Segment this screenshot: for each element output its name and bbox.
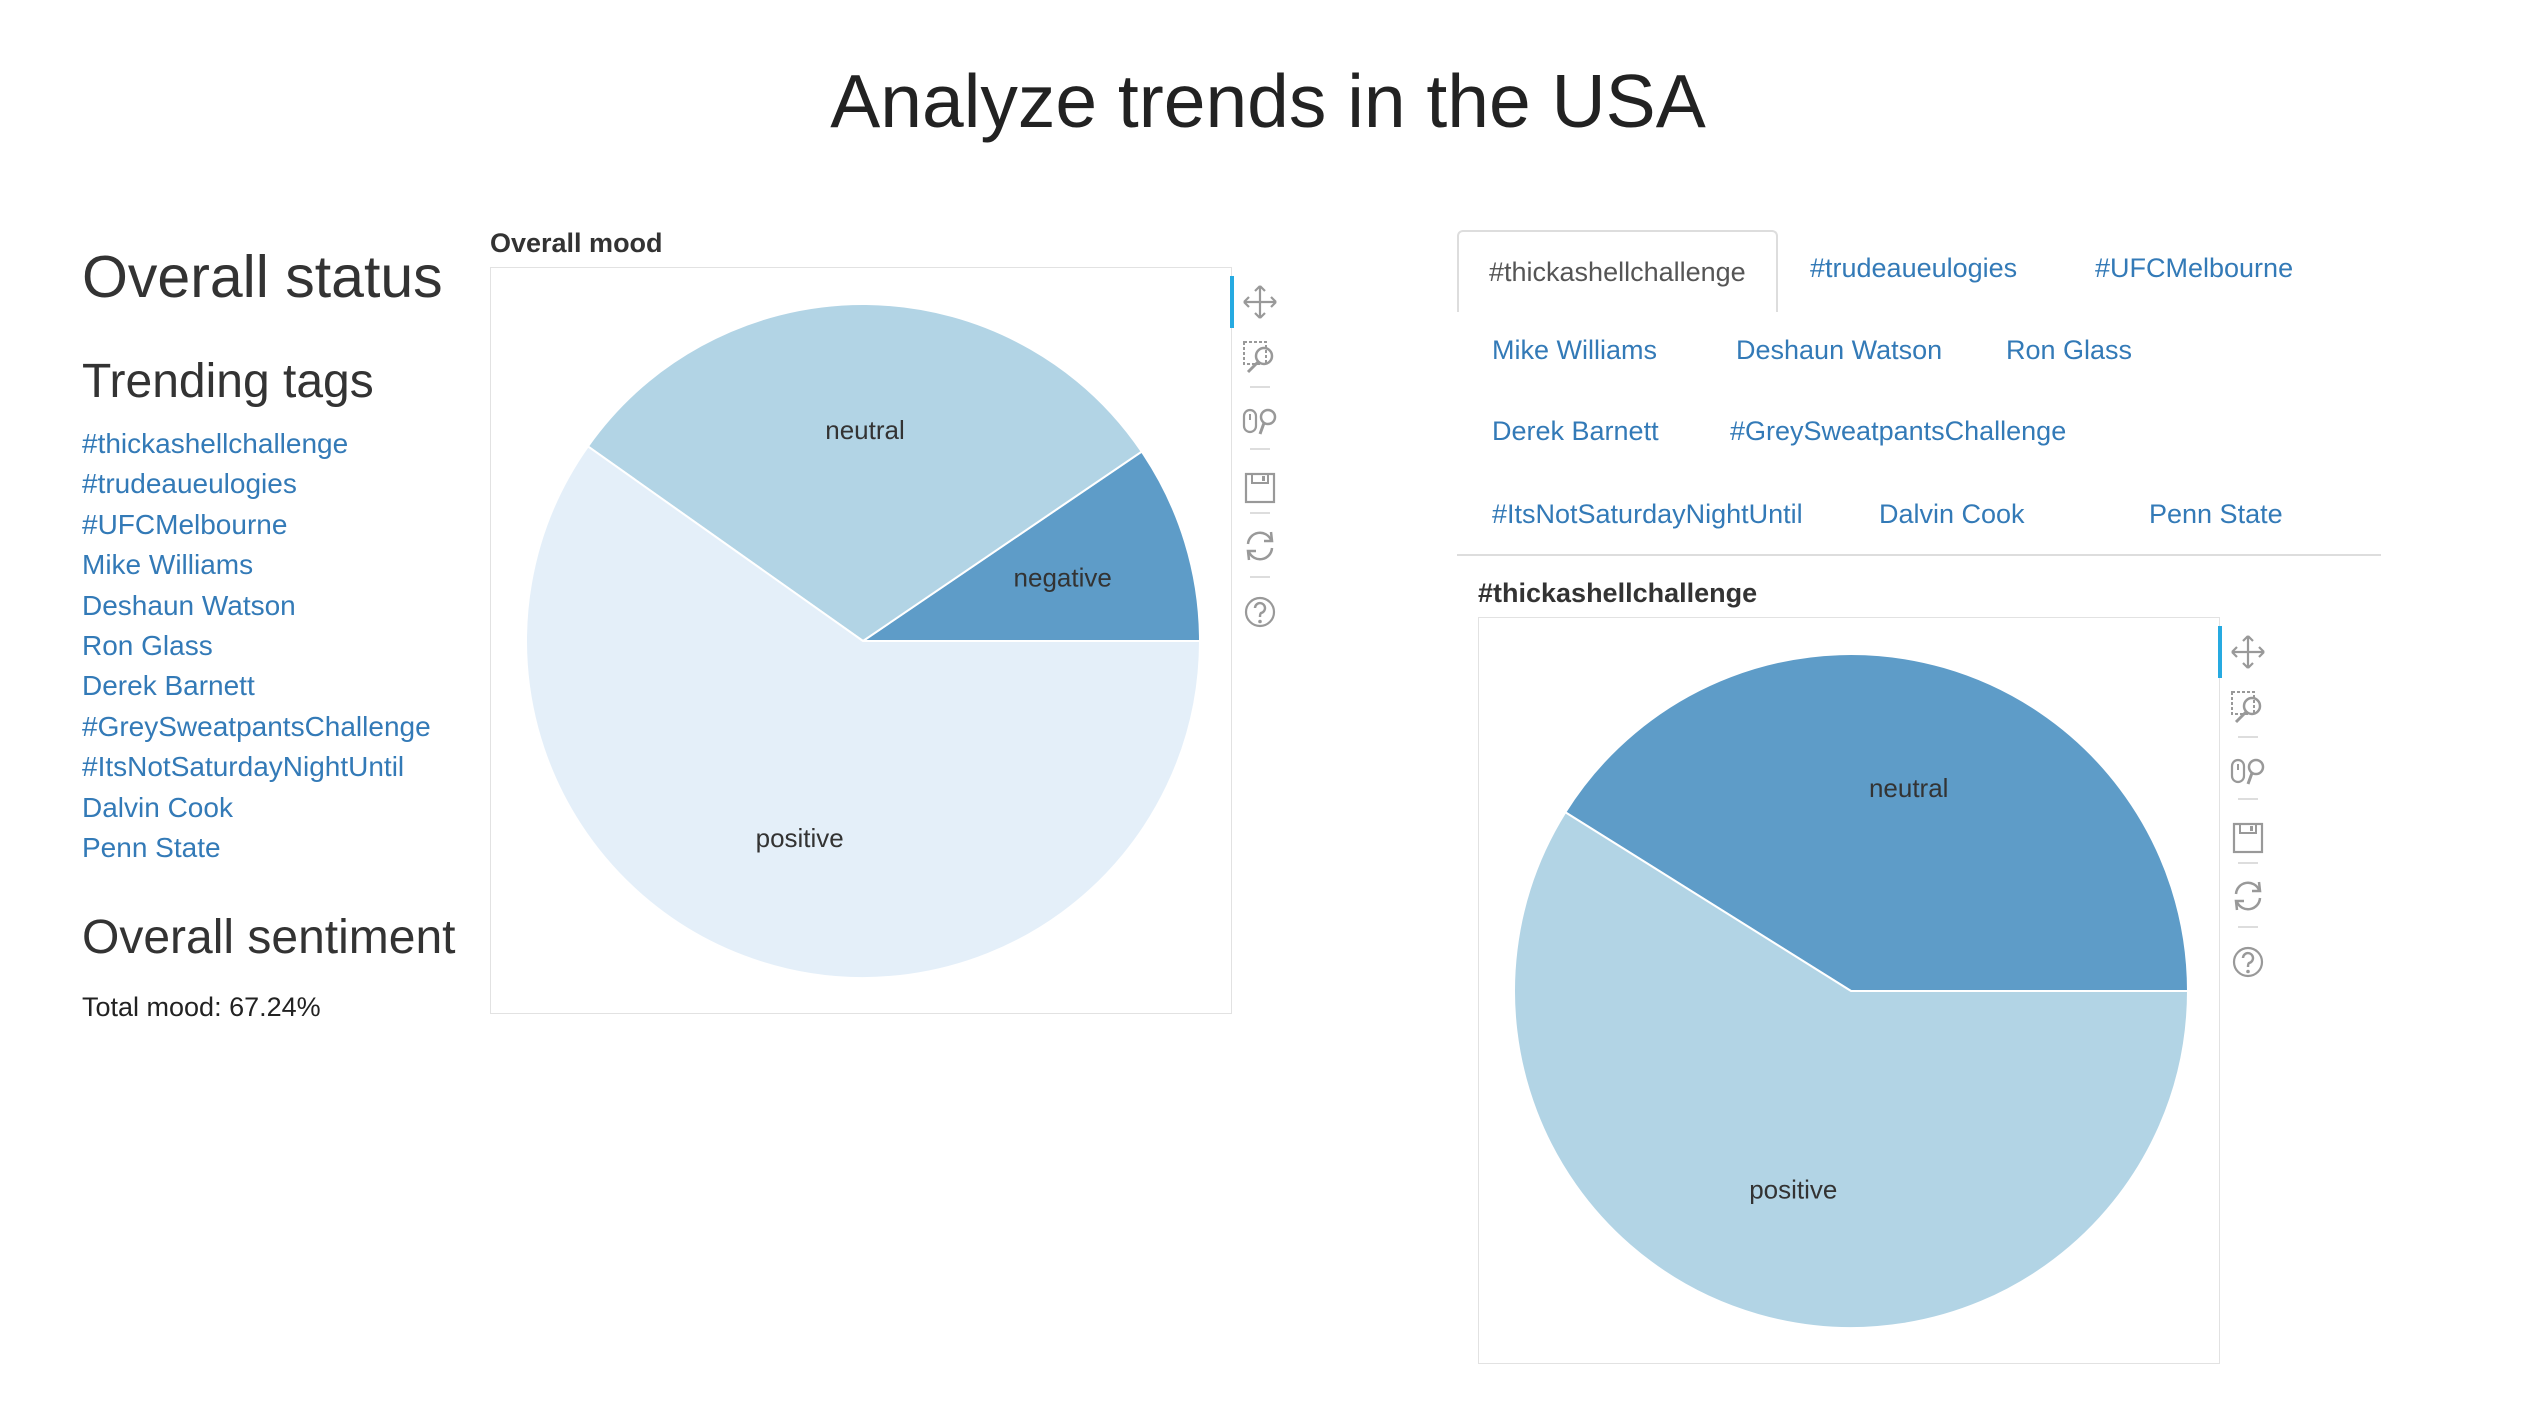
- pie-slice-neutral[interactable]: [586, 303, 1144, 643]
- overall-mood-plot: negative neutral positive: [490, 267, 1232, 1014]
- tag-toolbar: [2218, 620, 2278, 1000]
- pie-slice-positive[interactable]: [525, 444, 1202, 979]
- toolbar-active-indicator: [2218, 626, 2222, 678]
- tab-item[interactable]: #GreySweatpantsChallenge: [1730, 416, 2067, 446]
- tag-link[interactable]: #UFCMelbourne: [82, 508, 288, 540]
- pie-label-positive: positive: [756, 823, 844, 853]
- tag-pie: neutral positive: [1513, 653, 2190, 1329]
- pie-slice-negative[interactable]: [859, 450, 1202, 642]
- pie-slice-neutral[interactable]: [1563, 653, 2190, 992]
- overall-mood-pie: negative neutral positive: [525, 303, 1202, 979]
- tab-item[interactable]: #ItsNotSaturdayNightUntil: [1492, 499, 1803, 529]
- tag-link[interactable]: Deshaun Watson: [82, 589, 296, 621]
- toolbar-active-indicator: [1230, 276, 1234, 328]
- toolbar-separator: [1250, 512, 1270, 514]
- tab-item[interactable]: Dalvin Cook: [1879, 499, 2025, 529]
- box-zoom-icon[interactable]: [1240, 338, 1280, 378]
- tag-chart-title: #thickashellchallenge: [1478, 578, 1758, 608]
- sidebar: Overall status Trending tags #thickashel…: [82, 244, 482, 1023]
- overall-mood-labels: negative neutral positive: [756, 415, 1112, 853]
- tag-link[interactable]: Ron Glass: [82, 630, 213, 662]
- overall-status-heading: Overall status: [82, 244, 443, 310]
- tag-link[interactable]: Dalvin Cook: [82, 791, 233, 823]
- tag-link[interactable]: #thickashellchallenge: [82, 428, 349, 459]
- box-zoom-icon[interactable]: [2228, 688, 2268, 728]
- tag-link[interactable]: Penn State: [82, 832, 221, 864]
- tab-item[interactable]: Deshaun Watson: [1736, 335, 1943, 365]
- total-mood-value: Total mood: 67.24%: [82, 992, 321, 1023]
- overall-mood-slices: [525, 303, 1202, 979]
- tab-item[interactable]: Derek Barnett: [1492, 416, 1659, 446]
- tag-link[interactable]: #GreySweatpantsChallenge: [82, 710, 431, 742]
- help-icon[interactable]: [2228, 942, 2268, 982]
- toolbar-separator: [2238, 798, 2258, 800]
- tab-item[interactable]: #UFCMelbourne: [2095, 253, 2294, 283]
- wheel-zoom-icon[interactable]: [2228, 752, 2268, 792]
- pie-slice-positive[interactable]: [1513, 810, 2190, 1329]
- tab-active[interactable]: #thickashellchallenge: [1457, 230, 1778, 312]
- tab-item[interactable]: Ron Glass: [2006, 335, 2133, 365]
- toolbar-separator: [1250, 576, 1270, 578]
- trending-tags-list: #thickashellchallenge #trudeaueulogies #…: [82, 424, 482, 868]
- wheel-zoom-icon[interactable]: [1240, 402, 1280, 442]
- pie-label-neutral: neutral: [825, 415, 905, 445]
- toolbar-separator: [1250, 386, 1270, 388]
- toolbar-separator: [2238, 862, 2258, 864]
- pie-label-positive: positive: [1749, 1175, 1837, 1205]
- tag-labels: neutral positive: [1749, 773, 1948, 1205]
- tag-link[interactable]: #ItsNotSaturdayNightUntil: [82, 751, 405, 783]
- tag-link[interactable]: #trudeaueulogies: [82, 468, 297, 500]
- toolbar-separator: [2238, 736, 2258, 738]
- toolbar-separator: [1250, 448, 1270, 450]
- pie-label-neutral: neutral: [1869, 773, 1949, 803]
- pan-icon[interactable]: [1240, 282, 1280, 322]
- trending-tags-heading: Trending tags: [82, 355, 374, 408]
- tab-item[interactable]: Penn State: [2149, 499, 2283, 529]
- tag-slices: [1513, 653, 2190, 1329]
- tab-item[interactable]: #trudeaueulogies: [1810, 253, 2018, 283]
- overall-sentiment-heading: Overall sentiment: [82, 911, 456, 965]
- pan-icon[interactable]: [2228, 632, 2268, 672]
- overall-mood-toolbar: [1230, 270, 1290, 650]
- tag-link[interactable]: Mike Williams: [82, 549, 254, 581]
- tab-item[interactable]: Mike Williams: [1492, 335, 1657, 365]
- save-icon[interactable]: [1240, 468, 1280, 508]
- pie-label-negative: negative: [1014, 562, 1112, 592]
- reset-icon[interactable]: [2228, 876, 2268, 916]
- tag-link[interactable]: Derek Barnett: [82, 670, 255, 702]
- tag-plot: neutral positive: [1478, 617, 2220, 1364]
- save-icon[interactable]: [2228, 818, 2268, 858]
- tag-tabs: #thickashellchallenge #trudeaueulogies #UF…: [1457, 230, 2381, 556]
- help-icon[interactable]: [1240, 592, 1280, 632]
- overall-mood-chart-title: Overall mood: [490, 228, 663, 258]
- reset-icon[interactable]: [1240, 526, 1280, 566]
- toolbar-separator: [2238, 926, 2258, 928]
- page-title: Analyze trends in the USA: [830, 59, 1706, 143]
